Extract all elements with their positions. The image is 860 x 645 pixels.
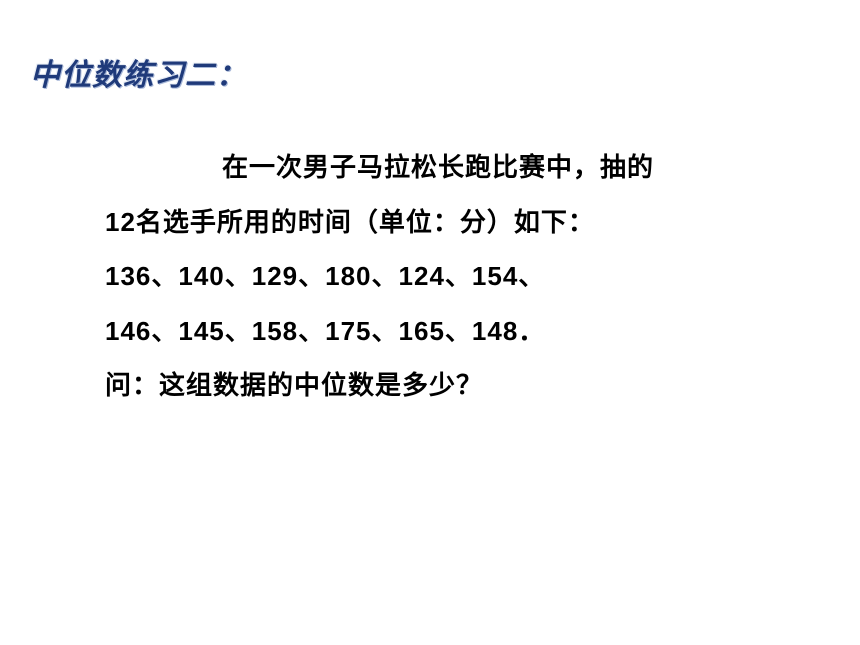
body-line-2: 12名选手所用的时间（单位：分）如下： bbox=[105, 195, 830, 250]
body-line-5: 问：这组数据的中位数是多少？ bbox=[105, 358, 830, 413]
body-line-4: 146、145、158、175、165、148． bbox=[105, 304, 830, 359]
body-line-3: 136、140、129、180、124、154、 bbox=[105, 249, 830, 304]
slide-title: 中位数练习二： bbox=[30, 50, 830, 94]
slide-container: 中位数练习二： 在一次男子马拉松长跑比赛中，抽的 12名选手所用的时间（单位：分… bbox=[0, 0, 860, 645]
slide-content: 在一次男子马拉松长跑比赛中，抽的 12名选手所用的时间（单位：分）如下： 136… bbox=[105, 140, 830, 413]
body-line-1: 在一次男子马拉松长跑比赛中，抽的 bbox=[105, 140, 830, 195]
